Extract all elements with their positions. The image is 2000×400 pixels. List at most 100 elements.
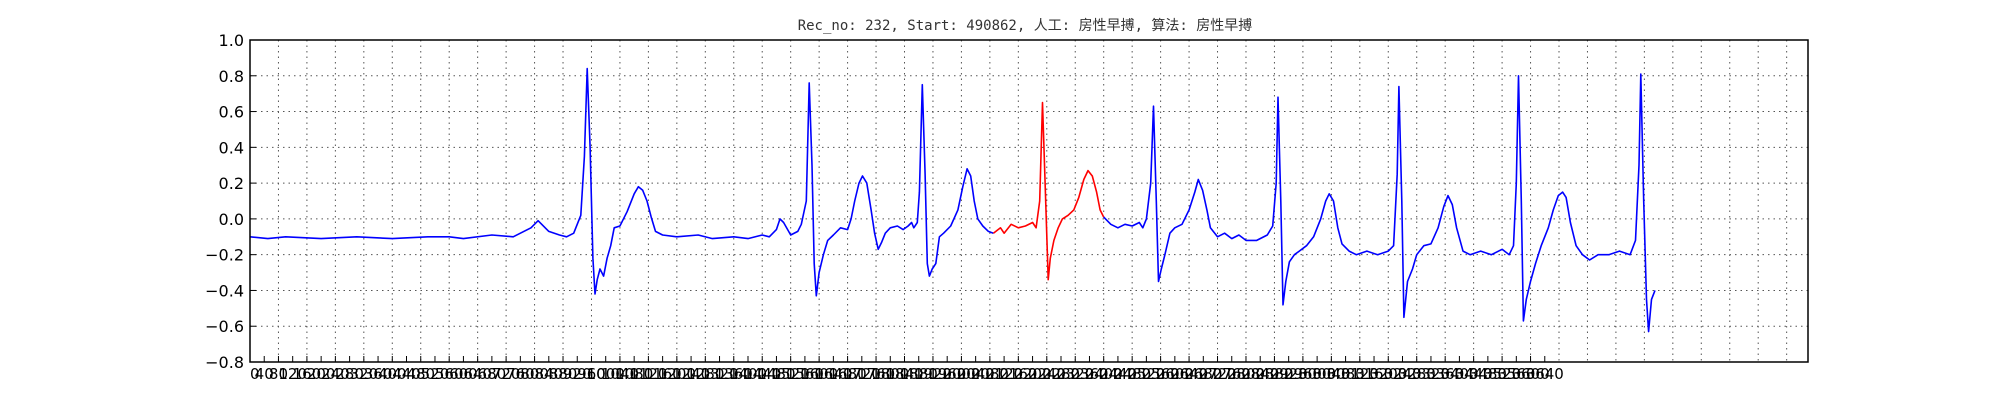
x-tick-label: 1920 [914, 365, 952, 383]
x-tick-label: 2000 [942, 365, 980, 383]
x-tick-label: 1880 [900, 365, 938, 383]
x-tick-label: 2600 [1156, 365, 1194, 383]
x-tick-label: 160 [293, 365, 322, 383]
x-tick-label: 800 [520, 365, 549, 383]
chart-title: Rec_no: 232, Start: 490862, 人工: 房性早搏, 算法… [798, 17, 1253, 34]
x-tick-label: 840 [534, 365, 563, 383]
x-tick-label: 1760 [857, 365, 895, 383]
x-tick-label: 2080 [971, 365, 1009, 383]
x-tick-label: 1320 [700, 365, 738, 383]
x-tick-label: 2400 [1085, 365, 1123, 383]
x-tick-label: 1040 [601, 365, 639, 383]
y-tick-label: 0.4 [219, 138, 244, 157]
x-tick-label: 2480 [1113, 365, 1151, 383]
x-tick-label: 1400 [729, 365, 767, 383]
x-tick-label: 3440 [1455, 365, 1493, 383]
x-tick-label: 1720 [843, 365, 881, 383]
x-tick-label: 2880 [1255, 365, 1293, 383]
x-tick-label: 760 [506, 365, 535, 383]
x-tick-label: 1560 [786, 365, 824, 383]
x-tick-label: 1800 [871, 365, 909, 383]
x-tick-label: 1160 [644, 365, 682, 383]
x-tick-label: 2160 [999, 365, 1037, 383]
y-tick-label: 0.8 [219, 67, 244, 86]
x-tick-label: 1640 [814, 365, 852, 383]
x-tick-label: 2720 [1198, 365, 1236, 383]
ecg-series-line-2 [992, 101, 1105, 281]
x-tick-label: 1360 [715, 365, 753, 383]
x-tick-label: 3520 [1483, 365, 1521, 383]
x-tick-label: 3080 [1326, 365, 1364, 383]
x-tick-label: 2280 [1042, 365, 1080, 383]
x-tick-label: 1280 [686, 365, 724, 383]
x-tick-label: 3360 [1426, 365, 1464, 383]
x-tick-label: 2320 [1056, 365, 1094, 383]
y-tick-label: −0.2 [205, 246, 244, 265]
x-tick-label: 640 [463, 365, 492, 383]
x-tick-label: 3320 [1412, 365, 1450, 383]
x-tick-label: 1000 [587, 365, 625, 383]
x-tick-label: 3040 [1312, 365, 1350, 383]
x-tick-label: 520 [421, 365, 450, 383]
x-tick-label: 560 [435, 365, 464, 383]
y-axis: 1.0 0.8 0.6 0.4 0.2 0.0 −0.2 −0.4 −0.6 −0.8 [205, 31, 256, 372]
plot-frame [249, 39, 1809, 363]
x-tick-label: 3600 [1511, 365, 1549, 383]
x-tick-label: 1200 [658, 365, 696, 383]
x-tick-label: 2200 [1013, 365, 1051, 383]
x-tick-label: 600 [449, 365, 478, 383]
ecg-series-line-3 [1103, 73, 1656, 333]
x-tick-label: 3560 [1497, 365, 1535, 383]
x-tick-label: 3000 [1298, 365, 1336, 383]
x-tick-label: 0 [250, 365, 260, 383]
y-tick-label: 0.6 [219, 103, 244, 122]
x-tick-label: 280 [335, 365, 364, 383]
x-tick-label: 40 [255, 365, 274, 383]
plot-area [249, 67, 1656, 333]
x-tick-label: 2920 [1270, 365, 1308, 383]
x-tick-label: 2640 [1170, 365, 1208, 383]
y-tick-label: 0.2 [219, 174, 244, 193]
x-tick-label: 3240 [1383, 365, 1421, 383]
y-tick-label: −0.4 [205, 281, 244, 300]
x-tick-label: 480 [406, 365, 435, 383]
x-tick-label: 200 [307, 365, 336, 383]
x-tick-label: 960 [577, 365, 606, 383]
ecg-series-line-1 [249, 67, 994, 297]
x-tick-label: 1240 [672, 365, 710, 383]
x-tick-label: 880 [549, 365, 578, 383]
x-tick-label: 2680 [1184, 365, 1222, 383]
x-tick-label: 2360 [1070, 365, 1108, 383]
x-tick-label: 3160 [1355, 365, 1393, 383]
x-tick-label: 720 [492, 365, 521, 383]
x-tick-label: 2760 [1213, 365, 1251, 383]
x-tick-label: 1840 [885, 365, 923, 383]
x-tick-label: 1520 [772, 365, 810, 383]
x-tick-label: 1480 [757, 365, 795, 383]
x-tick-label: 400 [378, 365, 407, 383]
x-tick-label: 2800 [1227, 365, 1265, 383]
x-tick-label: 120 [278, 365, 307, 383]
x-tick-label: 2240 [1028, 365, 1066, 383]
x-tick-label: 680 [478, 365, 507, 383]
x-tick-label: 3200 [1369, 365, 1407, 383]
x-tick-label: 440 [392, 365, 421, 383]
x-tick-label: 920 [563, 365, 592, 383]
x-tick-label: 1680 [828, 365, 866, 383]
x-tick-label: 2040 [957, 365, 995, 383]
x-tick-label: 2960 [1284, 365, 1322, 383]
x-tick-label: 3480 [1469, 365, 1507, 383]
y-tick-label: −0.8 [205, 353, 244, 372]
x-tick-label: 3400 [1440, 365, 1478, 383]
x-tick-label: 2840 [1241, 365, 1279, 383]
x-tick-label: 1120 [629, 365, 667, 383]
y-tick-label: 1.0 [219, 31, 244, 50]
x-tick-label: 2560 [1142, 365, 1180, 383]
y-tick-label: 0.0 [219, 210, 244, 229]
x-tick-label: 2520 [1127, 365, 1165, 383]
x-tick-label: 2120 [985, 365, 1023, 383]
y-tick-label: −0.6 [205, 317, 244, 336]
x-tick-label: 320 [350, 365, 379, 383]
x-tick-label: 1080 [615, 365, 653, 383]
